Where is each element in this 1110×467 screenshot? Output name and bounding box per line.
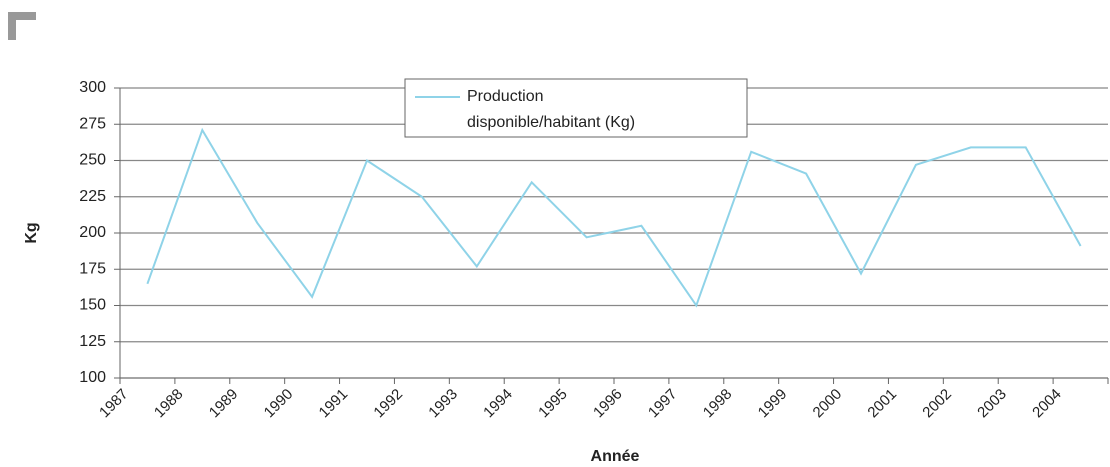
y-tick-label: 225 <box>79 188 106 205</box>
corner-icon <box>8 12 36 40</box>
y-axis-title: Kg <box>23 222 40 243</box>
data-line <box>146 127 1082 308</box>
x-tick-label: 1994 <box>480 386 516 422</box>
x-axis-title: Année <box>591 448 640 465</box>
y-tick-label: 300 <box>79 79 106 96</box>
y-tick-label: 125 <box>79 333 106 350</box>
y-tick-label: 250 <box>79 152 106 169</box>
y-tick-label: 150 <box>79 297 106 314</box>
x-tick-label: 2000 <box>810 386 846 422</box>
x-tick-label: 1991 <box>316 386 352 422</box>
x-tick-label: 1996 <box>590 386 626 422</box>
x-tick-label: 2003 <box>974 386 1010 422</box>
x-tick-label: 1997 <box>645 386 681 422</box>
x-tick-label: 1998 <box>700 386 736 422</box>
y-tick-label: 275 <box>79 115 106 132</box>
x-tick-label: 1992 <box>370 386 406 422</box>
x-tick-label: 2002 <box>919 386 955 422</box>
x-tick-label: 1988 <box>151 386 187 422</box>
legend-box <box>404 78 748 138</box>
legend-label: Production disponible/habitant (Kg) <box>467 88 635 131</box>
x-tick-label: 1993 <box>425 386 461 422</box>
y-tick-label: 200 <box>79 224 106 241</box>
legend-label-line: Production <box>467 88 544 105</box>
x-tick-label: 2004 <box>1029 386 1065 422</box>
legend-label-line: disponible/habitant (Kg) <box>467 114 635 131</box>
x-tick-label: 1989 <box>206 386 242 422</box>
x-tick-label: 1987 <box>96 386 132 422</box>
x-tick-label: 1995 <box>535 386 571 422</box>
y-tick-label: 100 <box>79 369 106 386</box>
x-tick-label: 1999 <box>755 386 791 422</box>
x-tick-label: 2001 <box>864 386 900 422</box>
x-tick-label: 1990 <box>261 386 297 422</box>
y-tick-label: 175 <box>79 260 106 277</box>
